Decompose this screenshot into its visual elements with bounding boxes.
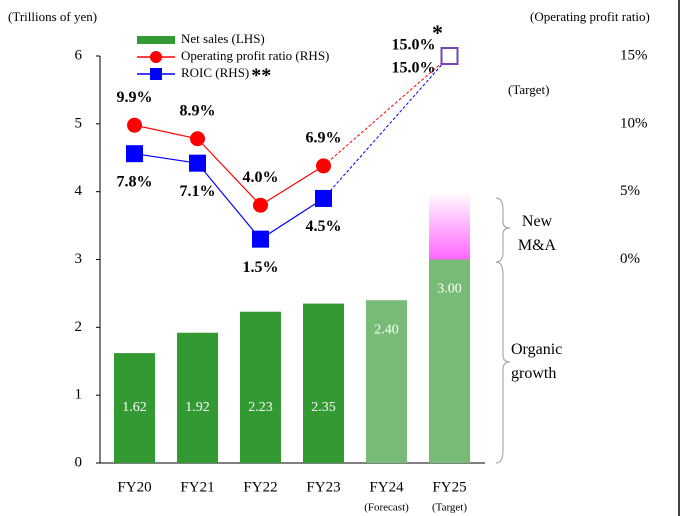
bar-value-label: 2.40 bbox=[374, 322, 399, 337]
legend-item: Net sales (LHS) bbox=[137, 31, 265, 46]
marker bbox=[252, 230, 269, 248]
bar-value-label: 1.92 bbox=[185, 400, 210, 415]
y2-tick-label: 15% bbox=[620, 47, 648, 63]
line bbox=[134, 153, 324, 240]
line bbox=[134, 124, 324, 207]
point-value-label: 1.5% bbox=[243, 259, 279, 276]
stacked-bar bbox=[429, 191, 470, 260]
marker bbox=[253, 197, 268, 213]
x-tick-note: (Forecast) bbox=[364, 502, 409, 514]
asterisk: * bbox=[432, 20, 443, 45]
mna-brace bbox=[495, 197, 511, 263]
point-value-label: 15.0% bbox=[392, 60, 436, 77]
organic-brace bbox=[495, 261, 511, 464]
marker bbox=[189, 154, 206, 172]
target-note: (Target) bbox=[508, 82, 549, 97]
legend-label: Net sales (LHS) bbox=[181, 31, 265, 46]
y2-tick-label: 10% bbox=[620, 115, 648, 131]
bar-value-label: 3.00 bbox=[437, 282, 462, 297]
dashed-line bbox=[323, 55, 450, 167]
y-tick-label: 1 bbox=[75, 387, 83, 403]
y-tick-label: 6 bbox=[75, 47, 83, 63]
point-value-label: 7.8% bbox=[117, 173, 153, 190]
legend-item: Operating profit ratio (RHS) bbox=[137, 48, 329, 63]
roic-mark: ** bbox=[251, 65, 271, 87]
legend-item: ROIC (RHS) ** bbox=[137, 65, 271, 87]
bar bbox=[303, 303, 344, 463]
mna-label: New M&A bbox=[517, 213, 557, 254]
point-value-label: 4.5% bbox=[306, 218, 342, 235]
dashed-line bbox=[323, 55, 450, 199]
bar-value-label: 2.35 bbox=[311, 400, 336, 415]
y-tick-label: 5 bbox=[75, 115, 83, 131]
bar-value-label: 1.62 bbox=[122, 400, 147, 415]
y2-tick-label: 0% bbox=[620, 251, 640, 267]
y-tick-label: 4 bbox=[75, 183, 83, 199]
point-value-label: 6.9% bbox=[306, 130, 342, 147]
point-value-label: 8.9% bbox=[180, 102, 216, 119]
y2-axis-label: (Operating profit ratio) bbox=[530, 9, 650, 24]
y-axis-label: (Trillions of yen) bbox=[8, 9, 97, 24]
point-value-label: 9.9% bbox=[117, 89, 153, 106]
marker bbox=[316, 158, 331, 174]
x-tick-label: FY23 bbox=[306, 479, 340, 495]
point-value-label: 15.0% bbox=[392, 37, 436, 54]
x-tick-label: FY24 bbox=[369, 479, 404, 495]
bar bbox=[177, 332, 218, 463]
marker bbox=[190, 131, 205, 147]
legend-marker bbox=[150, 68, 162, 80]
bar bbox=[366, 300, 407, 463]
marker bbox=[440, 47, 459, 65]
y-tick-label: 3 bbox=[75, 251, 83, 267]
x-tick-label: FY25 bbox=[432, 479, 466, 495]
y-tick-label: 2 bbox=[75, 319, 83, 335]
bar-value-label: 2.23 bbox=[248, 400, 273, 415]
x-tick-label: FY21 bbox=[180, 479, 214, 495]
legend-label: ROIC (RHS) bbox=[181, 65, 249, 80]
bar bbox=[429, 259, 470, 463]
x-tick-label: FY20 bbox=[117, 479, 151, 495]
legend-marker bbox=[150, 51, 162, 63]
x-tick-note: (Target) bbox=[432, 502, 467, 514]
marker bbox=[315, 189, 332, 207]
point-value-label: 4.0% bbox=[243, 169, 279, 186]
bar bbox=[114, 353, 155, 463]
y-tick-label: 0 bbox=[75, 454, 83, 470]
legend-label: Operating profit ratio (RHS) bbox=[181, 48, 329, 63]
legend-swatch bbox=[137, 36, 175, 44]
marker bbox=[127, 117, 142, 133]
bar bbox=[240, 311, 281, 463]
marker bbox=[126, 145, 143, 163]
x-tick-label: FY22 bbox=[243, 479, 277, 495]
organic-label: Organic growth bbox=[511, 341, 563, 382]
point-value-label: 7.1% bbox=[180, 183, 216, 200]
y2-tick-label: 5% bbox=[620, 183, 640, 199]
